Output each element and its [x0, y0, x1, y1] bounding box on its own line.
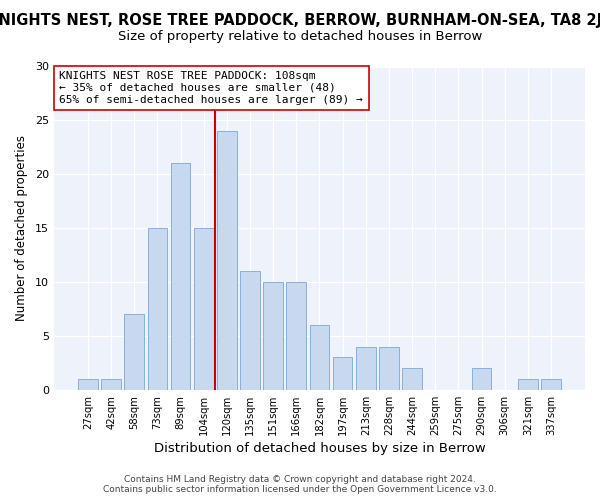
Bar [402, 368, 422, 390]
Bar [170, 164, 190, 390]
Bar [78, 379, 98, 390]
Bar [356, 346, 376, 390]
Bar [217, 131, 236, 390]
Bar [518, 379, 538, 390]
Bar [101, 379, 121, 390]
Bar [124, 314, 144, 390]
Bar [286, 282, 306, 390]
Bar [379, 346, 399, 390]
Bar [240, 272, 260, 390]
Bar [194, 228, 214, 390]
Bar [148, 228, 167, 390]
Bar [310, 325, 329, 390]
X-axis label: Distribution of detached houses by size in Berrow: Distribution of detached houses by size … [154, 442, 485, 455]
Text: Size of property relative to detached houses in Berrow: Size of property relative to detached ho… [118, 30, 482, 43]
Text: Contains HM Land Registry data © Crown copyright and database right 2024.
Contai: Contains HM Land Registry data © Crown c… [103, 474, 497, 494]
Y-axis label: Number of detached properties: Number of detached properties [15, 135, 28, 321]
Bar [263, 282, 283, 390]
Text: KNIGHTS NEST ROSE TREE PADDOCK: 108sqm
← 35% of detached houses are smaller (48): KNIGHTS NEST ROSE TREE PADDOCK: 108sqm ←… [59, 72, 363, 104]
Bar [541, 379, 561, 390]
Bar [333, 358, 352, 390]
Text: KNIGHTS NEST, ROSE TREE PADDOCK, BERROW, BURNHAM-ON-SEA, TA8 2JP: KNIGHTS NEST, ROSE TREE PADDOCK, BERROW,… [0, 12, 600, 28]
Bar [472, 368, 491, 390]
